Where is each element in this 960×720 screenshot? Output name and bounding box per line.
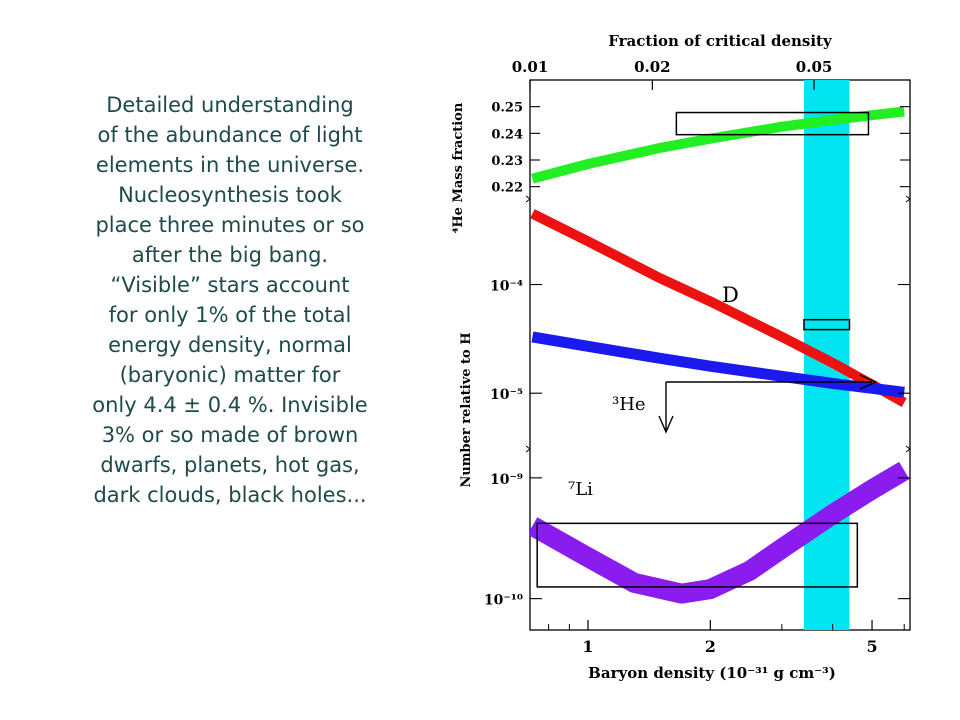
slide-text-line: dark clouds, black holes... [93, 483, 367, 507]
axis-break-mark [525, 445, 531, 453]
x-tick-label: 1 [582, 637, 593, 656]
deuterium-curve [530, 209, 907, 407]
axis-break-mark [905, 445, 911, 453]
slide-text-line: Detailed understanding [106, 93, 354, 117]
he4-y-tick-label: 0.24 [491, 127, 523, 142]
slide-text-line: “Visible” stars account [110, 273, 350, 297]
he4-y-tick-label: 0.25 [491, 101, 523, 116]
plot-area [530, 80, 910, 630]
slide-text-line: (baryonic) matter for [119, 363, 341, 387]
plot-frame [529, 79, 911, 631]
x-tick-label: 2 [705, 637, 716, 656]
top-axis-title: Fraction of critical density [608, 32, 833, 50]
slide-text-line: dwarfs, planets, hot gas, [100, 453, 360, 477]
slide-text-line: 3% or so made of brown [101, 423, 359, 447]
deuterium_he3-observed-box [803, 318, 851, 331]
x-axis-title: Baryon density (10⁻³¹ g cm⁻³) [588, 664, 836, 682]
slide-text-line: place three minutes or so [95, 213, 365, 237]
slide-text-line: for only 1% of the total [108, 303, 352, 327]
he4-y-tick-label: 0.23 [491, 154, 523, 169]
li7-y-tick-label: 10⁻¹⁰ [484, 593, 523, 609]
he3-series-label: ³He [612, 394, 646, 415]
dhe3-y-tick-label: 10⁻⁴ [490, 279, 523, 295]
li7-observed-box [536, 522, 859, 588]
dhe3-y-tick-label: 10⁻⁵ [490, 387, 523, 403]
axes: 1 2 5 Baryon density (10⁻³¹ g cm⁻³) 0.01 0.02… [451, 32, 911, 682]
he4-y-axis-title: ⁴He Mass fraction [451, 102, 466, 233]
he3-arrow-head-right [859, 374, 878, 390]
top-tick-label: 0.02 [634, 58, 671, 76]
slide-text-line: after the big bang. [131, 243, 329, 267]
slide-text-line: energy density, normal [108, 333, 352, 357]
top-tick-label: 0.01 [512, 58, 549, 76]
slide-text: Detailed understanding of the abundance o… [40, 90, 420, 510]
he4-y-tick-label: 0.22 [491, 181, 523, 196]
he3-curve [531, 331, 905, 398]
dhe3-y-axis-title: Number relative to H [459, 332, 474, 487]
top-tick-label: 0.05 [796, 58, 833, 76]
axis-break-mark [905, 195, 911, 203]
slide-text-line: Nucleosynthesis took [118, 183, 342, 207]
li7-y-tick-label: 10⁻⁹ [490, 472, 523, 488]
he4-curve [531, 106, 905, 184]
slide-text-line: only 4.4 ± 0.4 %. Invisible [92, 393, 368, 417]
slide-text-line: elements in the universe. [95, 153, 365, 177]
he3-arrow-head-down [658, 415, 674, 434]
li7-series-label: ⁷Li [568, 479, 593, 500]
axis-break-mark [525, 195, 531, 203]
deuterium-series-label: D [722, 283, 739, 307]
x-tick-label: 5 [866, 637, 877, 656]
he4-observed-box [675, 111, 870, 136]
li7-curve [530, 461, 910, 604]
slide-text-line: of the abundance of light [97, 123, 363, 147]
